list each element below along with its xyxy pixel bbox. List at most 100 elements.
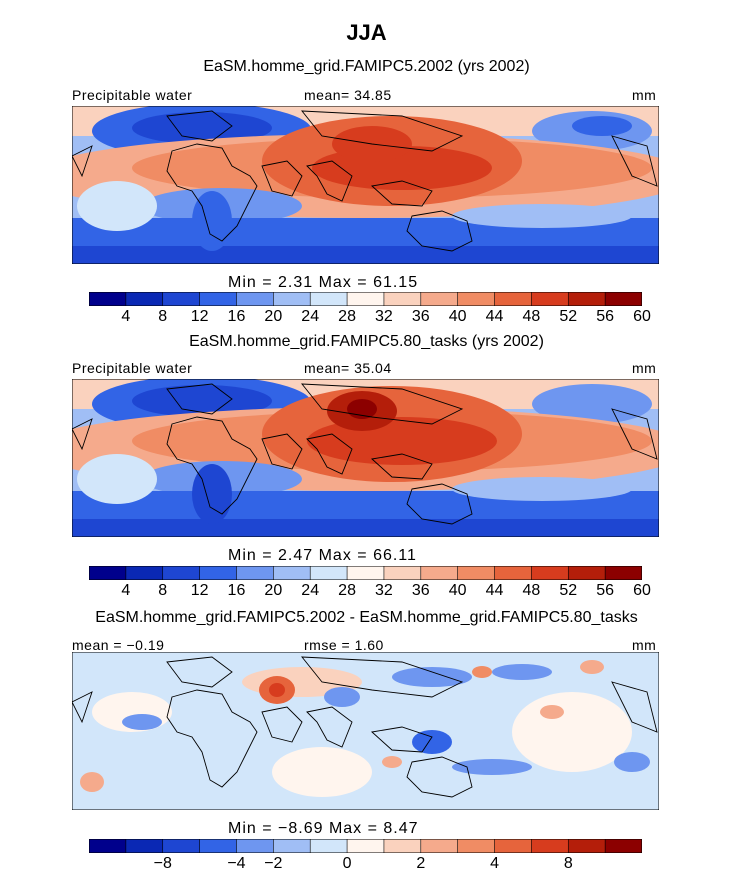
colorbar-swatch xyxy=(346,292,385,306)
colorbar-swatch xyxy=(309,566,348,580)
colorbar-swatch xyxy=(236,839,275,853)
panel-3-rmse-label: rmse = 1.60 xyxy=(304,637,384,653)
panel-1-mean-label: mean= 34.85 xyxy=(304,87,392,103)
colorbar-tick-label: −8 xyxy=(153,855,172,872)
colorbar-tick-label: 48 xyxy=(522,308,541,325)
panel-3-colorbar xyxy=(89,839,642,853)
panel-1-minmax: Min = 2.31 Max = 61.15 xyxy=(228,274,419,291)
panel-2-map xyxy=(72,379,659,537)
panel-3-map xyxy=(72,652,659,810)
colorbar-tick-label: 12 xyxy=(190,308,209,325)
colorbar-swatch xyxy=(420,839,459,853)
colorbar-swatch xyxy=(531,292,570,306)
colorbar-tick-label: 32 xyxy=(375,582,393,599)
colorbar-swatch xyxy=(236,292,275,306)
colorbar-swatch xyxy=(567,292,606,306)
colorbar-swatch xyxy=(567,839,606,853)
colorbar-tick-label: 52 xyxy=(559,582,578,599)
panel-1-units-label: mm xyxy=(632,87,657,103)
colorbar-swatch xyxy=(309,839,348,853)
colorbar-tick-label: 52 xyxy=(559,308,578,325)
colorbar-swatch xyxy=(383,566,422,580)
colorbar-tick-label: 4 xyxy=(490,855,499,872)
colorbar-swatch xyxy=(383,292,422,306)
colorbar-tick-label: 60 xyxy=(633,308,651,325)
colorbar-tick-label: 40 xyxy=(448,582,467,599)
colorbar-tick-label: 56 xyxy=(596,308,615,325)
colorbar-swatch xyxy=(420,566,459,580)
colorbar-tick-label: 36 xyxy=(411,582,430,599)
panel-2-minmax: Min = 2.47 Max = 66.11 xyxy=(228,547,417,564)
panel-2-variable-label: Precipitable water xyxy=(72,360,193,376)
panel-2-colorbar xyxy=(89,566,642,580)
colorbar-tick-label: −4 xyxy=(227,855,246,872)
colorbar-swatch xyxy=(346,566,385,580)
panel-1-title: EaSM.homme_grid.FAMIPC5.2002 (yrs 2002) xyxy=(203,58,530,75)
panel-1-variable-label: Precipitable water xyxy=(72,87,193,103)
colorbar-swatch xyxy=(162,292,201,306)
colorbar-tick-label: 16 xyxy=(227,582,246,599)
colorbar-swatch xyxy=(273,566,312,580)
colorbar-swatch xyxy=(383,839,422,853)
colorbar-tick-label: 4 xyxy=(121,582,131,599)
panel-3-minmax: Min = −8.69 Max = 8.47 xyxy=(228,820,419,837)
colorbar-tick-label: 44 xyxy=(485,308,504,325)
panel-2-mean-label: mean= 35.04 xyxy=(304,360,392,376)
panel-2-title: EaSM.homme_grid.FAMIPC5.80_tasks (yrs 20… xyxy=(189,333,544,350)
colorbar-tick-label: 2 xyxy=(416,855,426,872)
colorbar-tick-label: 8 xyxy=(563,855,573,872)
colorbar-tick-label: 16 xyxy=(227,308,246,325)
colorbar-tick-label: −2 xyxy=(264,855,283,872)
colorbar-swatch xyxy=(420,292,459,306)
colorbar-swatch xyxy=(89,566,127,580)
colorbar-swatch xyxy=(604,839,642,853)
colorbar-swatch xyxy=(199,839,238,853)
colorbar-swatch xyxy=(604,292,642,306)
colorbar-tick-label: 44 xyxy=(485,582,504,599)
colorbar-tick-label: 8 xyxy=(158,582,168,599)
colorbar-tick-label: 4 xyxy=(121,308,131,325)
colorbar-tick-label: 40 xyxy=(448,308,467,325)
colorbar-tick-label: 60 xyxy=(633,582,651,599)
colorbar-swatch xyxy=(89,839,127,853)
colorbar-swatch xyxy=(125,839,164,853)
colorbar-swatch xyxy=(457,292,496,306)
colorbar-tick-label: 24 xyxy=(301,582,320,599)
colorbar-tick-label: 32 xyxy=(375,308,393,325)
colorbar-swatch xyxy=(162,566,201,580)
colorbar-swatch xyxy=(604,566,642,580)
colorbar-swatch xyxy=(199,566,238,580)
colorbar-swatch xyxy=(494,566,533,580)
colorbar-tick-label: 28 xyxy=(338,582,356,599)
panel-3-mean-label: mean = −0.19 xyxy=(72,637,165,653)
colorbar-swatch xyxy=(162,839,201,853)
colorbar-swatch xyxy=(567,566,606,580)
panel-1-colorbar xyxy=(89,292,642,306)
colorbar-tick-label: 12 xyxy=(190,582,209,599)
colorbar-swatch xyxy=(309,292,348,306)
colorbar-tick-label: 48 xyxy=(522,582,541,599)
colorbar-tick-label: 36 xyxy=(411,308,430,325)
colorbar-tick-label: 8 xyxy=(158,308,168,325)
colorbar-tick-label: 24 xyxy=(301,308,320,325)
colorbar-swatch xyxy=(531,566,570,580)
colorbar-tick-label: 20 xyxy=(264,308,283,325)
panel-1-map xyxy=(72,106,659,264)
colorbar-swatch xyxy=(125,292,164,306)
panel-3-units-label: mm xyxy=(632,637,657,653)
colorbar-tick-label: 56 xyxy=(596,582,615,599)
page-title: JJA xyxy=(346,20,387,45)
colorbar-swatch xyxy=(273,839,312,853)
colorbar-tick-label: 28 xyxy=(338,308,356,325)
colorbar-swatch xyxy=(494,839,533,853)
colorbar-swatch xyxy=(494,292,533,306)
colorbar-swatch xyxy=(457,839,496,853)
colorbar-swatch xyxy=(531,839,570,853)
colorbar-swatch xyxy=(236,566,275,580)
colorbar-swatch xyxy=(199,292,238,306)
colorbar-tick-label: 0 xyxy=(342,855,352,872)
panel-3-title: EaSM.homme_grid.FAMIPC5.2002 - EaSM.homm… xyxy=(95,609,638,626)
colorbar-swatch xyxy=(457,566,496,580)
colorbar-tick-label: 20 xyxy=(264,582,283,599)
panel-2-units-label: mm xyxy=(632,360,657,376)
